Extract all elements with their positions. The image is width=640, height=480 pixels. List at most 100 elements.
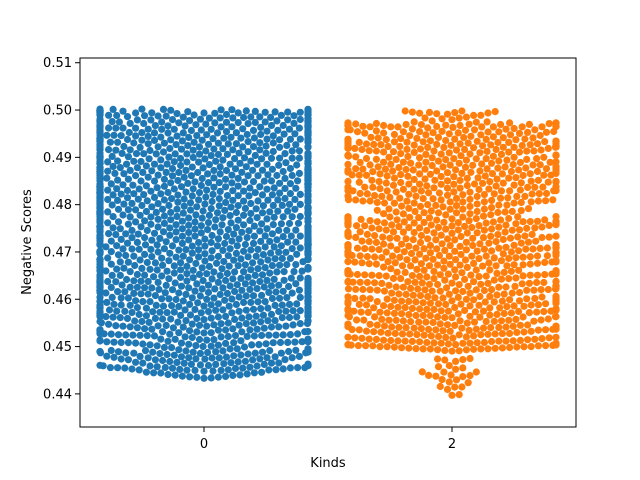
data-point [450, 188, 458, 196]
data-point [119, 124, 127, 132]
data-point [124, 294, 132, 302]
data-point [159, 205, 167, 213]
data-point [150, 332, 159, 340]
data-point [397, 178, 405, 187]
data-point [361, 222, 369, 230]
data-point [119, 245, 127, 253]
data-point [205, 161, 213, 169]
data-point [485, 259, 493, 267]
data-point [167, 208, 175, 217]
data-point [355, 326, 363, 334]
data-point [254, 245, 262, 253]
data-point [294, 330, 302, 338]
data-point [478, 123, 486, 131]
data-point [505, 316, 513, 324]
data-point [408, 337, 416, 345]
data-point [514, 233, 522, 241]
data-point [150, 160, 159, 168]
data-point [268, 165, 276, 173]
data-point [195, 189, 204, 197]
data-point [114, 138, 122, 146]
data-point [256, 227, 264, 235]
data-point [172, 236, 180, 244]
data-point [168, 364, 177, 372]
data-point [258, 166, 267, 174]
data-point [234, 202, 242, 210]
data-point [418, 279, 426, 287]
data-point [278, 254, 286, 263]
data-point [130, 252, 138, 260]
data-point [450, 173, 458, 181]
data-point [177, 161, 185, 170]
data-point [534, 176, 543, 184]
data-point [162, 168, 170, 176]
data-point [430, 305, 438, 314]
data-point [552, 282, 560, 290]
data-point [109, 313, 117, 321]
data-point [436, 271, 444, 279]
data-point [240, 247, 248, 255]
data-point [473, 339, 481, 347]
data-point [500, 268, 508, 276]
data-point [229, 371, 237, 379]
data-point [122, 230, 130, 238]
data-point [279, 331, 287, 339]
data-point [282, 307, 290, 315]
data-point [290, 119, 298, 127]
data-point [470, 296, 478, 304]
data-point [178, 232, 186, 240]
data-point [392, 316, 400, 324]
data-point [537, 286, 545, 294]
data-point [380, 121, 388, 130]
data-point [470, 126, 479, 134]
data-point [173, 205, 181, 213]
data-point [185, 214, 193, 222]
data-point [359, 122, 367, 130]
data-point [260, 324, 268, 332]
data-point [281, 150, 289, 158]
data-point [456, 176, 464, 184]
data-point [230, 352, 238, 360]
data-point [441, 313, 449, 322]
data-point [394, 123, 402, 131]
data-point [173, 110, 181, 118]
data-point [220, 360, 228, 368]
data-point [160, 182, 168, 190]
data-point [185, 354, 193, 362]
data-point [442, 156, 450, 164]
data-point [242, 306, 250, 314]
series-0 [96, 105, 312, 382]
data-point [118, 281, 126, 289]
data-point [466, 202, 474, 210]
data-point [442, 211, 450, 219]
data-point [401, 107, 409, 115]
data-point [446, 198, 454, 206]
data-point [175, 119, 183, 127]
data-point [216, 163, 224, 171]
data-point [552, 163, 560, 172]
data-point [117, 132, 125, 140]
data-point [157, 133, 165, 141]
data-point [406, 132, 414, 140]
data-point [351, 294, 359, 302]
data-point [344, 333, 352, 341]
data-point [527, 198, 535, 206]
data-point [164, 122, 172, 130]
data-point [380, 148, 388, 156]
data-point [281, 174, 289, 182]
data-point [505, 174, 513, 182]
data-point [406, 330, 414, 338]
data-point [185, 340, 193, 348]
data-point [221, 296, 229, 304]
data-point [506, 329, 514, 337]
data-point [348, 326, 356, 334]
data-point [259, 202, 267, 210]
data-point [434, 223, 443, 231]
data-point [480, 286, 488, 295]
data-point [291, 130, 299, 138]
data-point [486, 178, 494, 186]
data-point [270, 275, 278, 283]
data-point [208, 197, 216, 206]
data-point [275, 323, 283, 331]
data-point [344, 243, 352, 251]
